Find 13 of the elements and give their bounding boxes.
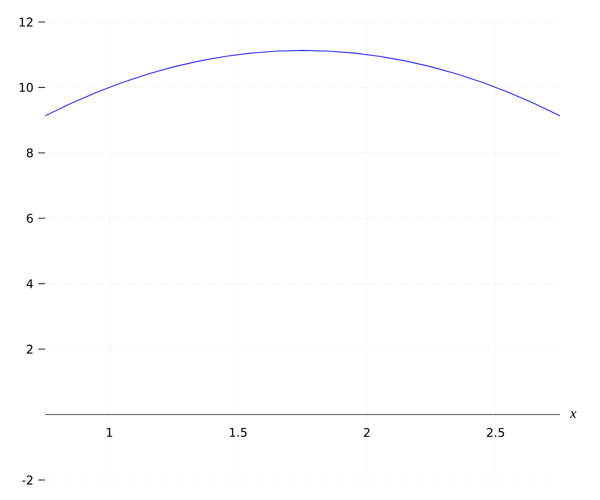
y-tick-label: 8 (26, 148, 33, 158)
x-tick-label: 2.5 (486, 428, 504, 438)
y-tick-label: 10 (20, 82, 33, 92)
y-tick-label: -2 (22, 476, 32, 484)
y-tick-label: 6 (26, 214, 33, 223)
x-tick-label: 1 (106, 428, 112, 437)
y-tick-label: 4 (26, 279, 33, 288)
x-axis-title: x (570, 411, 576, 418)
y-tick-label: 12 (20, 18, 32, 26)
x-tick-label: 2 (364, 428, 370, 437)
y-tick-label: 2 (26, 344, 32, 354)
x-tick-label: 1.5 (230, 428, 247, 437)
line-series (45, 50, 560, 116)
